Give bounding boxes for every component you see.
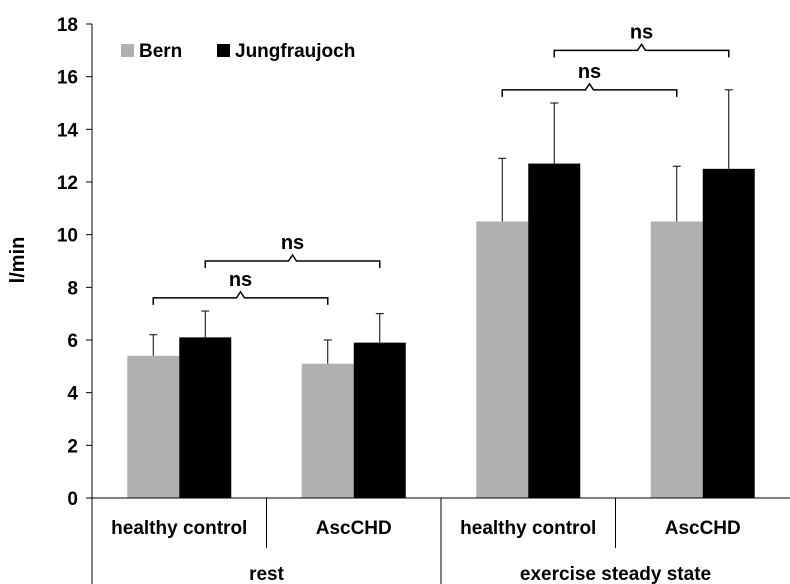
significance-label: ns	[281, 232, 304, 254]
y-tick-label: 0	[67, 489, 78, 510]
category-label: healthy control	[460, 518, 596, 539]
bar	[528, 163, 581, 499]
bar	[179, 337, 232, 498]
bar	[127, 355, 180, 498]
bar	[702, 168, 755, 499]
bar	[476, 221, 529, 498]
bar	[650, 221, 703, 498]
significance-label: ns	[578, 61, 601, 83]
axes: 0 2 4 6 8 10 12 14 16 18	[57, 15, 93, 510]
y-tick-label: 2	[67, 436, 78, 457]
significance-label: ns	[630, 21, 653, 43]
group-label: exercise steady state	[520, 564, 711, 584]
category-label: healthy control	[111, 518, 247, 539]
category-label: AscCHD	[665, 518, 741, 539]
y-tick-label: 16	[57, 68, 78, 89]
legend-swatch	[121, 44, 134, 57]
significance-annotations: ns ns ns ns	[152, 21, 730, 305]
category-label: AscCHD	[316, 518, 392, 539]
y-tick-label: 6	[67, 331, 78, 352]
bar	[353, 342, 406, 498]
significance-bracket	[501, 82, 678, 97]
error-bars	[149, 89, 733, 364]
y-tick-label: 4	[67, 384, 78, 405]
significance-bracket	[553, 42, 730, 58]
y-axis-label: l/min	[7, 237, 29, 284]
significance-bracket	[204, 253, 381, 268]
significance-bracket	[152, 290, 329, 305]
significance-label: ns	[229, 269, 252, 291]
category-axis: healthy control AscCHD rest healthy control…	[91, 497, 790, 584]
legend: Bern Jungfraujoch	[121, 41, 355, 62]
y-tick-label: 14	[57, 120, 79, 141]
y-tick-label: 10	[57, 226, 78, 247]
legend-label: Jungfraujoch	[235, 41, 355, 62]
bar	[301, 363, 354, 498]
legend-label: Bern	[139, 41, 182, 62]
y-tick-label: 18	[57, 15, 78, 36]
group-label: rest	[249, 564, 285, 584]
y-tick-label: 8	[67, 278, 78, 299]
bars	[127, 163, 755, 499]
legend-swatch	[217, 44, 230, 57]
y-tick-label: 12	[57, 173, 78, 194]
